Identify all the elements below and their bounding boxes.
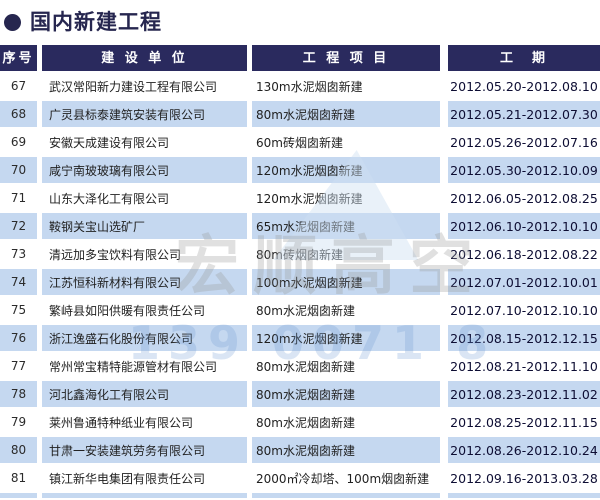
table-row: 76 浙江逸盛石化股份有限公司 120m水泥烟囱新建 2012.08.15-2012.…: [0, 325, 600, 353]
cell-project: 2000㎡冷却塔、100m烟囱新建: [252, 465, 440, 493]
cell-no: 68: [0, 101, 37, 129]
cell-no: 69: [0, 129, 37, 157]
cell-project: 80m水泥烟囱新建: [252, 297, 440, 325]
cell-company: 常州常宝精特能源管材有限公司: [42, 353, 247, 381]
cell-period: 2012.08.26-2012.10.24: [448, 437, 600, 465]
cell-project: 80m水泥烟囱新建: [252, 381, 440, 409]
cell-no: 80: [0, 437, 37, 465]
table-row: 74 江苏恒科新材料有限公司 100m水泥烟囱新建 2012.07.01-2012.1…: [0, 269, 600, 297]
section-title-bar: 国内新建工程: [0, 0, 600, 45]
table-row: 69 安徽天成建设有限公司 60m砖烟囱新建 2012.05.26-2012.07.1…: [0, 129, 600, 157]
cell-period: 2012.08.21-2012.11.10: [448, 353, 600, 381]
table-row: 71 山东大泽化工有限公司 120m水泥烟囱新建 2012.06.05-2012.08…: [0, 185, 600, 213]
table-row: 81 镇江新华电集团有限责任公司 2000㎡冷却塔、100m烟囱新建 2012.09.…: [0, 465, 600, 493]
cell-company: 莱州鲁通特种纸业有限公司: [42, 409, 247, 437]
cell-period: 2012.09.16-2013.03.28: [448, 465, 600, 493]
cell-project: 100m水泥烟囱新建: [252, 269, 440, 297]
cell-project: 80m水泥烟囱新建: [252, 437, 440, 465]
cell-period: 2012.05.26-2012.07.16: [448, 129, 600, 157]
cell-period: 2012.08.23-2012.11.02: [448, 381, 600, 409]
partial-next-row: [0, 493, 600, 498]
cell-period: 2012.05.20-2012.08.10: [448, 73, 600, 101]
table-row: 67 武汉常阳新力建设工程有限公司 130m水泥烟囱新建 2012.05.20-201…: [0, 73, 600, 101]
cell-period: 2012.05.30-2012.10.09: [448, 157, 600, 185]
cell-project: 120m水泥烟囱新建: [252, 157, 440, 185]
cell-no: 72: [0, 213, 37, 241]
header-project: 工 程 项 目: [252, 45, 440, 71]
table-body: 67 武汉常阳新力建设工程有限公司 130m水泥烟囱新建 2012.05.20-201…: [0, 73, 600, 493]
cell-company: 镇江新华电集团有限责任公司: [42, 465, 247, 493]
cell-no: 77: [0, 353, 37, 381]
cell-company: 甘肃一安装建筑劳务有限公司: [42, 437, 247, 465]
table-row: 75 繁峙县如阳供暖有限责任公司 80m水泥烟囱新建 2012.07.10-2012.…: [0, 297, 600, 325]
cell-company: 江苏恒科新材料有限公司: [42, 269, 247, 297]
cell-no: 67: [0, 73, 37, 101]
header-no: 序号: [0, 45, 37, 71]
cell-company: 清远加多宝饮料有限公司: [42, 241, 247, 269]
cell-no: 70: [0, 157, 37, 185]
cell-project: 120m水泥烟囱新建: [252, 185, 440, 213]
cell-company: 繁峙县如阳供暖有限责任公司: [42, 297, 247, 325]
cell-no: 73: [0, 241, 37, 269]
table-row: 77 常州常宝精特能源管材有限公司 80m水泥烟囱新建 2012.08.21-2012…: [0, 353, 600, 381]
table-row: 80 甘肃一安装建筑劳务有限公司 80m水泥烟囱新建 2012.08.26-2012.…: [0, 437, 600, 465]
cell-company: 山东大泽化工有限公司: [42, 185, 247, 213]
cell-company: 河北鑫海化工有限公司: [42, 381, 247, 409]
cell-no: 79: [0, 409, 37, 437]
cell-period: 2012.06.05-2012.08.25: [448, 185, 600, 213]
cell-company: 浙江逸盛石化股份有限公司: [42, 325, 247, 353]
cell-period: 2012.07.10-2012.10.10: [448, 297, 600, 325]
cell-period: 2012.07.01-2012.10.01: [448, 269, 600, 297]
cell-no: 81: [0, 465, 37, 493]
cell-no: 75: [0, 297, 37, 325]
cell-company: 武汉常阳新力建设工程有限公司: [42, 73, 247, 101]
table-row: 68 广灵县标泰建筑安装有限公司 80m水泥烟囱新建 2012.05.21-2012.…: [0, 101, 600, 129]
cell-company: 鞍钢关宝山选矿厂: [42, 213, 247, 241]
table-row: 70 咸宁南玻玻璃有限公司 120m水泥烟囱新建 2012.05.30-2012.10…: [0, 157, 600, 185]
bullet-icon: [4, 14, 21, 31]
cell-period: 2012.08.25-2012.11.15: [448, 409, 600, 437]
table-row: 73 清远加多宝饮料有限公司 80m砖烟囱新建 2012.06.18-2012.08.…: [0, 241, 600, 269]
cell-project: 130m水泥烟囱新建: [252, 73, 440, 101]
cell-project: 80m水泥烟囱新建: [252, 409, 440, 437]
cell-no: 78: [0, 381, 37, 409]
cell-company: 咸宁南玻玻璃有限公司: [42, 157, 247, 185]
cell-company: 安徽天成建设有限公司: [42, 129, 247, 157]
table-row: 79 莱州鲁通特种纸业有限公司 80m水泥烟囱新建 2012.08.25-2012.1…: [0, 409, 600, 437]
table-header-row: 序号 建 设 单 位 工 程 项 目 工 期: [0, 45, 600, 71]
cell-project: 80m水泥烟囱新建: [252, 101, 440, 129]
cell-no: 76: [0, 325, 37, 353]
cell-period: 2012.06.10-2012.10.10: [448, 213, 600, 241]
cell-period: 2012.08.15-2012.12.15: [448, 325, 600, 353]
cell-period: 2012.05.21-2012.07.30: [448, 101, 600, 129]
cell-project: 65m水泥烟囱新建: [252, 213, 440, 241]
cell-no: 71: [0, 185, 37, 213]
page-title: 国内新建工程: [30, 10, 162, 34]
table-row: 72 鞍钢关宝山选矿厂 65m水泥烟囱新建 2012.06.10-2012.10.10: [0, 213, 600, 241]
header-company: 建 设 单 位: [42, 45, 247, 71]
header-period: 工 期: [448, 45, 600, 71]
cell-project: 80m砖烟囱新建: [252, 241, 440, 269]
cell-company: 广灵县标泰建筑安装有限公司: [42, 101, 247, 129]
cell-project: 80m水泥烟囱新建: [252, 353, 440, 381]
cell-period: 2012.06.18-2012.08.22: [448, 241, 600, 269]
cell-project: 60m砖烟囱新建: [252, 129, 440, 157]
cell-no: 74: [0, 269, 37, 297]
table-row: 78 河北鑫海化工有限公司 80m水泥烟囱新建 2012.08.23-2012.11.…: [0, 381, 600, 409]
cell-project: 120m水泥烟囱新建: [252, 325, 440, 353]
